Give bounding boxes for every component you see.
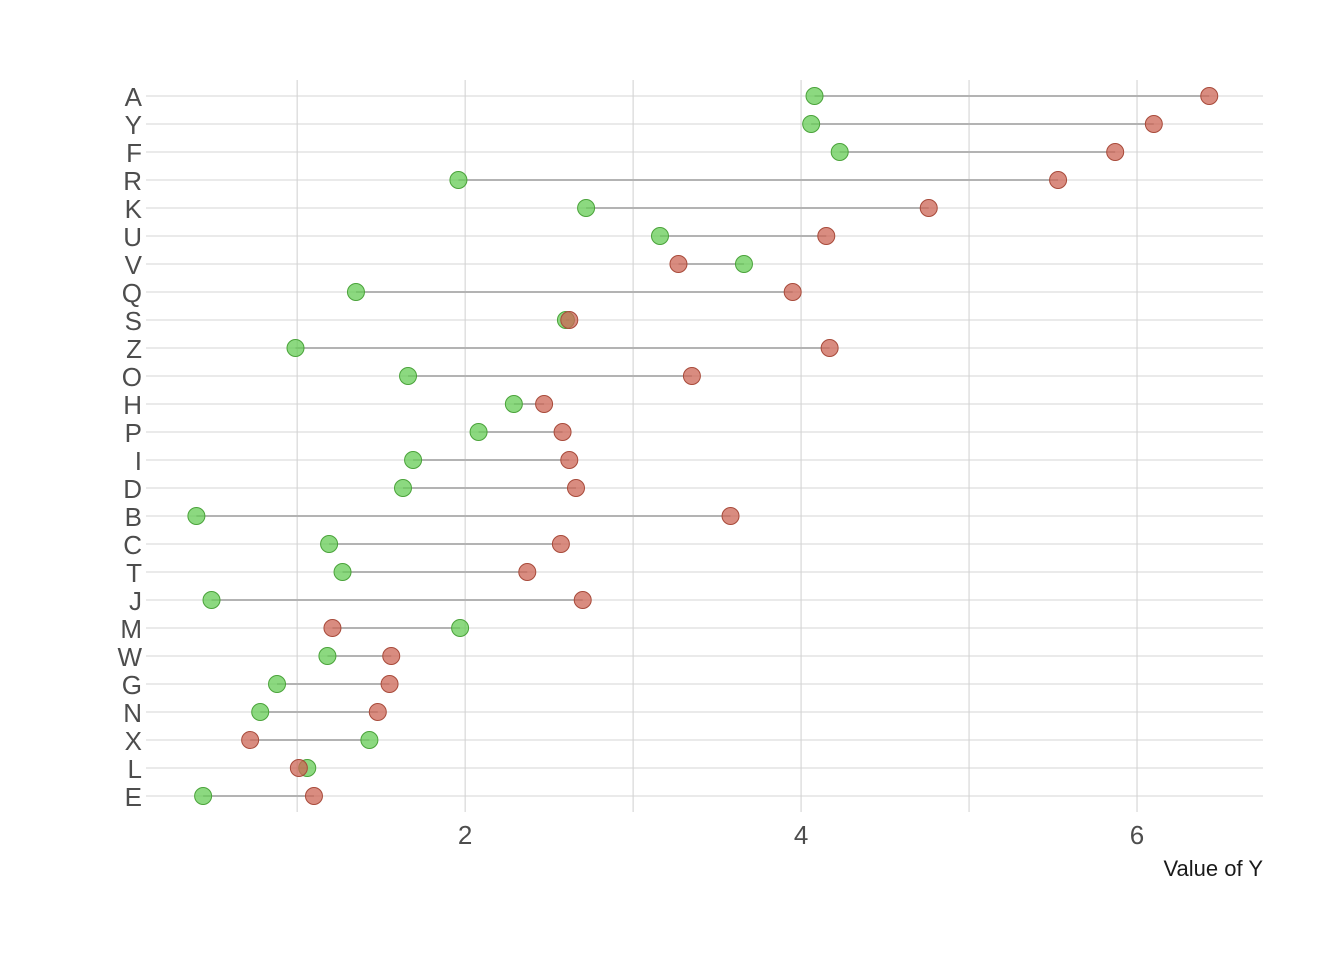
point-red (721, 507, 740, 525)
x-tick-label: 4 (794, 820, 808, 850)
point-red (669, 255, 688, 273)
y-tick-label: X (125, 726, 142, 756)
y-tick-label: K (125, 194, 143, 224)
x-tick-label: 2 (458, 820, 472, 850)
y-tick-label: U (123, 222, 142, 252)
point-green (202, 591, 221, 609)
point-red (518, 563, 537, 581)
point-green (268, 675, 287, 693)
y-tick-label: R (123, 166, 142, 196)
y-tick-label: S (125, 306, 142, 336)
point-green (805, 87, 824, 105)
point-red (382, 647, 401, 665)
point-red (1049, 171, 1068, 189)
y-tick-label: D (123, 474, 142, 504)
y-tick-label: L (128, 754, 142, 784)
point-red (241, 731, 260, 749)
point-green (449, 171, 468, 189)
point-green (577, 199, 596, 217)
y-tick-label: J (129, 586, 142, 616)
point-red (304, 787, 323, 805)
point-green (360, 731, 379, 749)
point-red (368, 703, 387, 721)
point-red (919, 199, 938, 217)
grid-layer (146, 80, 1263, 812)
point-green (734, 255, 753, 273)
y-tick-label: A (125, 82, 143, 112)
point-red (323, 619, 342, 637)
y-tick-label: Q (122, 278, 142, 308)
point-green (320, 535, 339, 553)
y-tick-label: I (135, 446, 142, 476)
point-green (650, 227, 669, 245)
y-tick-label: Y (125, 110, 142, 140)
x-axis-tick-labels: 2 4 6 (458, 820, 1144, 850)
point-red (560, 451, 579, 469)
y-tick-label: T (126, 558, 142, 588)
y-tick-label: B (125, 502, 142, 532)
point-green (251, 703, 270, 721)
y-tick-label: V (125, 250, 143, 280)
y-tick-label: H (123, 390, 142, 420)
y-tick-label: E (125, 782, 142, 812)
point-green (393, 479, 412, 497)
point-red (682, 367, 701, 385)
point-red (560, 311, 579, 329)
connector-layer (196, 95, 1210, 797)
point-red (289, 759, 308, 777)
y-tick-label: G (122, 670, 142, 700)
point-green (333, 563, 352, 581)
point-red (380, 675, 399, 693)
point-red (1106, 143, 1125, 161)
point-green (451, 619, 470, 637)
point-green (802, 115, 821, 133)
point-green (286, 339, 305, 357)
x-axis-title: Value of Y (1164, 856, 1264, 881)
point-green (469, 423, 488, 441)
point-red (573, 591, 592, 609)
y-tick-label: Z (126, 334, 142, 364)
point-red (551, 535, 570, 553)
point-red (535, 395, 554, 413)
point-green (346, 283, 365, 301)
point-green (830, 143, 849, 161)
point-green (399, 367, 418, 385)
point-red (1144, 115, 1163, 133)
point-red (553, 423, 572, 441)
points-layer (187, 87, 1219, 805)
y-tick-label: P (125, 418, 142, 448)
point-green (318, 647, 337, 665)
point-red (817, 227, 836, 245)
point-green (187, 507, 206, 525)
point-red (1200, 87, 1219, 105)
y-tick-label: W (117, 642, 142, 672)
point-red (783, 283, 802, 301)
point-red (820, 339, 839, 357)
point-red (567, 479, 586, 497)
y-tick-label: M (120, 614, 142, 644)
y-tick-label: F (126, 138, 142, 168)
point-green (504, 395, 523, 413)
x-tick-label: 6 (1130, 820, 1144, 850)
y-tick-label: C (123, 530, 142, 560)
y-tick-label: N (123, 698, 142, 728)
point-green (404, 451, 423, 469)
point-green (194, 787, 213, 805)
y-tick-label: O (122, 362, 142, 392)
